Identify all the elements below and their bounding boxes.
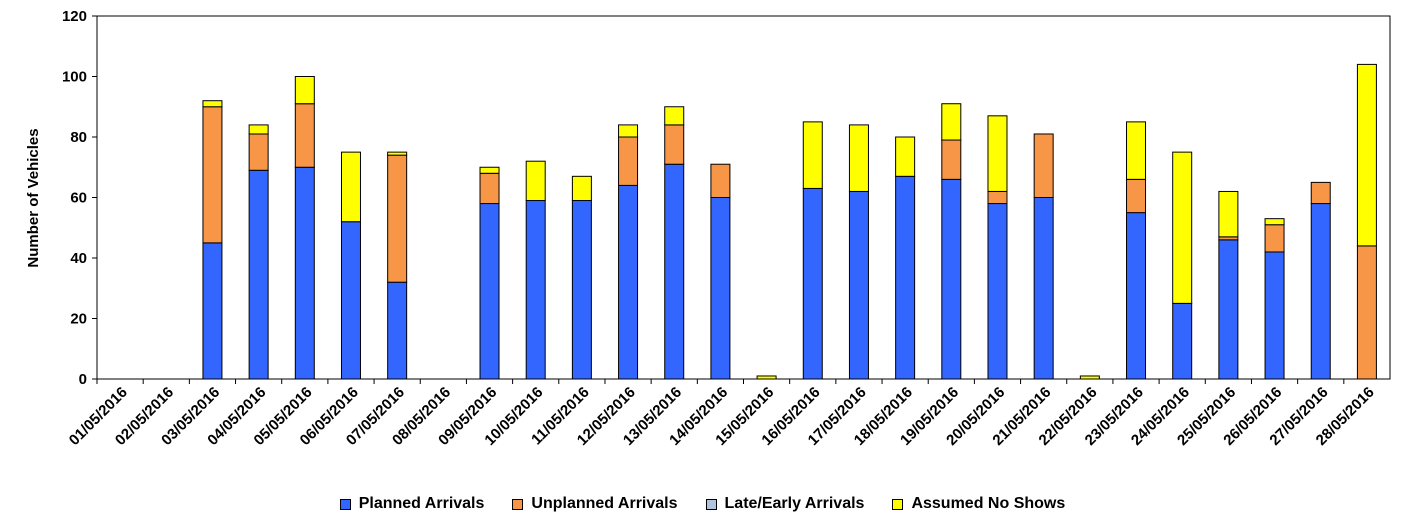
bar-segment <box>294 166 315 380</box>
bar-segment <box>1310 203 1331 380</box>
bar-segment <box>340 151 361 223</box>
bar-segment <box>1218 190 1239 238</box>
bar-segment <box>895 175 916 380</box>
legend-item: Planned Arrivals <box>339 495 485 513</box>
bar-segment <box>618 124 639 138</box>
bar-segment <box>895 136 916 177</box>
bar-segment <box>941 103 962 141</box>
bar-segment <box>1264 251 1285 380</box>
bar-segment <box>1356 63 1377 247</box>
bar-segment <box>525 200 546 380</box>
bar-segment <box>710 197 731 380</box>
bar-segment <box>248 124 269 135</box>
bar-segment <box>1356 245 1377 380</box>
legend-item: Late/Early Arrivals <box>705 495 865 513</box>
legend-item: Unplanned Arrivals <box>512 495 678 513</box>
bar-segment <box>848 190 869 380</box>
legend-swatch <box>512 498 524 510</box>
bar-segment <box>387 281 408 380</box>
bar-segment <box>479 166 500 174</box>
bar-segment <box>525 160 546 202</box>
bar-segment <box>1172 302 1193 380</box>
legend-item: Assumed No Shows <box>892 495 1065 513</box>
bar-segment <box>202 100 223 108</box>
bar-segment <box>941 139 962 180</box>
bar-segment <box>802 121 823 189</box>
bar-segment <box>1264 218 1285 226</box>
bar-segment <box>479 172 500 205</box>
bar-segment <box>618 184 639 380</box>
y-tick-label: 60 <box>70 190 87 207</box>
bar-segment <box>387 154 408 283</box>
y-tick-label: 80 <box>70 129 87 146</box>
bar-segment <box>248 169 269 380</box>
bar-segment <box>848 124 869 192</box>
bar-segment <box>941 178 962 380</box>
bar-segment <box>294 76 315 105</box>
bar-segment <box>710 163 731 199</box>
axes-layer <box>92 15 1391 384</box>
bar-segment <box>987 190 1008 205</box>
bar-segment <box>1126 212 1147 380</box>
bar-segment <box>664 124 685 165</box>
y-tick-label: 100 <box>62 69 87 86</box>
legend: Planned Arrivals Unplanned Arrivals Late/E… <box>0 495 1405 513</box>
legend-swatch <box>339 498 351 510</box>
bar-segment <box>664 106 685 126</box>
bar-segment <box>1033 197 1054 380</box>
bar-segment <box>202 242 223 380</box>
y-tick-label: 120 <box>62 8 87 25</box>
legend-label: Planned Arrivals <box>358 495 485 512</box>
bar-segment <box>1310 181 1331 205</box>
legend-label: Unplanned Arrivals <box>531 495 678 512</box>
y-tick-label: 0 <box>79 371 87 388</box>
y-tick-label: 40 <box>70 250 87 267</box>
bar-segment <box>1218 239 1239 380</box>
bar-segment <box>294 103 315 168</box>
bar-segment <box>387 151 408 156</box>
y-axis-label: Number of Vehicles <box>25 128 42 267</box>
bar-segment <box>1033 133 1054 199</box>
stacked-bar-chart: 02040608010012001/05/201602/05/201603/05… <box>25 8 1391 449</box>
bar-segment <box>340 221 361 380</box>
legend-swatch <box>892 498 904 510</box>
bar-segment <box>618 136 639 186</box>
bar-segment <box>202 106 223 244</box>
legend-label: Late/Early Arrivals <box>724 495 865 512</box>
bar-segment <box>1172 151 1193 304</box>
bar-segment <box>1264 224 1285 253</box>
bar-segment <box>987 203 1008 380</box>
bar-segment <box>987 115 1008 192</box>
bar-segment <box>1126 121 1147 180</box>
bar-segment <box>571 175 592 202</box>
bar-segment <box>479 203 500 380</box>
bar-segment <box>664 163 685 380</box>
bar-segment <box>571 200 592 380</box>
y-tick-label: 20 <box>70 311 87 328</box>
bar-segment <box>802 187 823 380</box>
bars-layer <box>202 63 1377 380</box>
plot-frame <box>96 15 1391 380</box>
bar-segment <box>248 133 269 171</box>
legend-label: Assumed No Shows <box>911 495 1066 512</box>
bar-segment <box>1126 178 1147 214</box>
legend-swatch <box>705 498 717 510</box>
